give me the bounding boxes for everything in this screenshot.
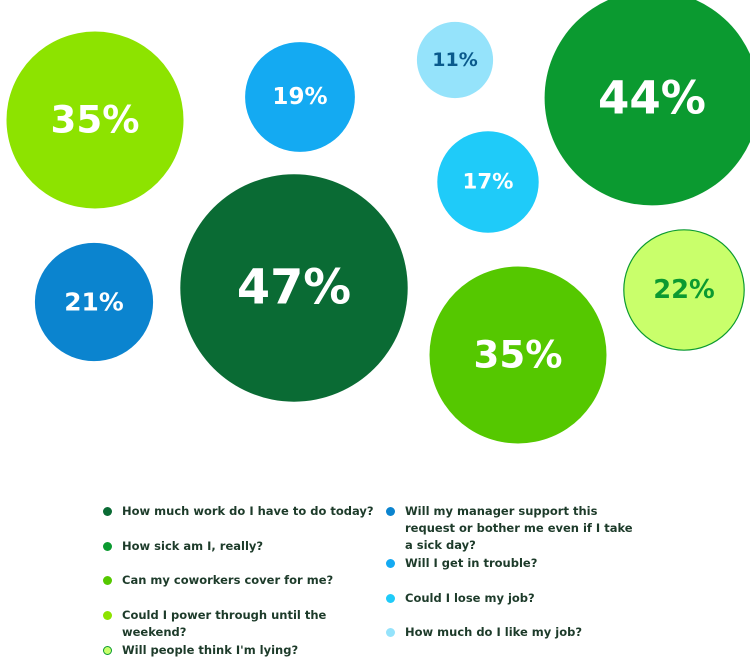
bubble-label: 19%: [272, 84, 327, 110]
legend-swatch: [103, 646, 112, 655]
legend-item: Can my coworkers cover for me?: [103, 572, 383, 589]
legend-item: Could I power through until the weekend?: [103, 607, 383, 641]
legend-item: Will I get in trouble?: [386, 555, 636, 572]
legend-label: Will my manager support this request or …: [405, 504, 633, 552]
bubble: [544, 0, 750, 206]
legend-label: How much do I like my job?: [405, 625, 583, 639]
bubble: [429, 266, 607, 444]
bubble-label: 44%: [598, 72, 706, 125]
bubble-label: 21%: [64, 288, 124, 317]
bubble: [437, 131, 539, 233]
bubble-label: 11%: [432, 49, 477, 71]
bubble-label: 35%: [51, 99, 140, 142]
bubble-label: 22%: [653, 275, 715, 305]
legend-item: Will people think I'm lying?: [103, 642, 383, 659]
legend-item: How much work do I have to do today?: [103, 503, 383, 520]
bubble: [245, 42, 355, 152]
bubble: [416, 21, 494, 99]
legend-swatch: [386, 507, 395, 516]
legend-label: How much work do I have to do today?: [122, 504, 374, 518]
bubble: [623, 229, 745, 351]
bubble-label: 35%: [474, 334, 563, 377]
legend-label: Can my coworkers cover for me?: [122, 573, 334, 587]
legend-item: How much do I like my job?: [386, 624, 636, 641]
legend-swatch: [386, 594, 395, 603]
legend-label: Will people think I'm lying?: [122, 643, 299, 657]
legend-swatch: [103, 507, 112, 516]
legend-swatch: [386, 628, 395, 637]
bubble: [34, 242, 154, 362]
legend-swatch: [103, 542, 112, 551]
bubble: [180, 174, 408, 402]
legend-item: Could I lose my job?: [386, 590, 636, 607]
bubble-area: 47% 44% 35% 35% 22% 21% 19% 17% 11%: [6, 0, 750, 444]
legend-label: How sick am I, really?: [122, 539, 264, 553]
legend-item: Will my manager support this request or …: [386, 503, 636, 554]
bubble: [6, 31, 184, 209]
legend-swatch: [103, 576, 112, 585]
legend-label: Will I get in trouble?: [405, 556, 538, 570]
legend-item: How sick am I, really?: [103, 538, 383, 555]
legend-swatch: [103, 611, 112, 620]
bubble-label: 17%: [463, 170, 514, 195]
bubble-label: 47%: [237, 261, 351, 316]
legend-label: Could I power through until the weekend?: [122, 608, 327, 639]
legend-label: Could I lose my job?: [405, 591, 535, 605]
legend-swatch: [386, 559, 395, 568]
